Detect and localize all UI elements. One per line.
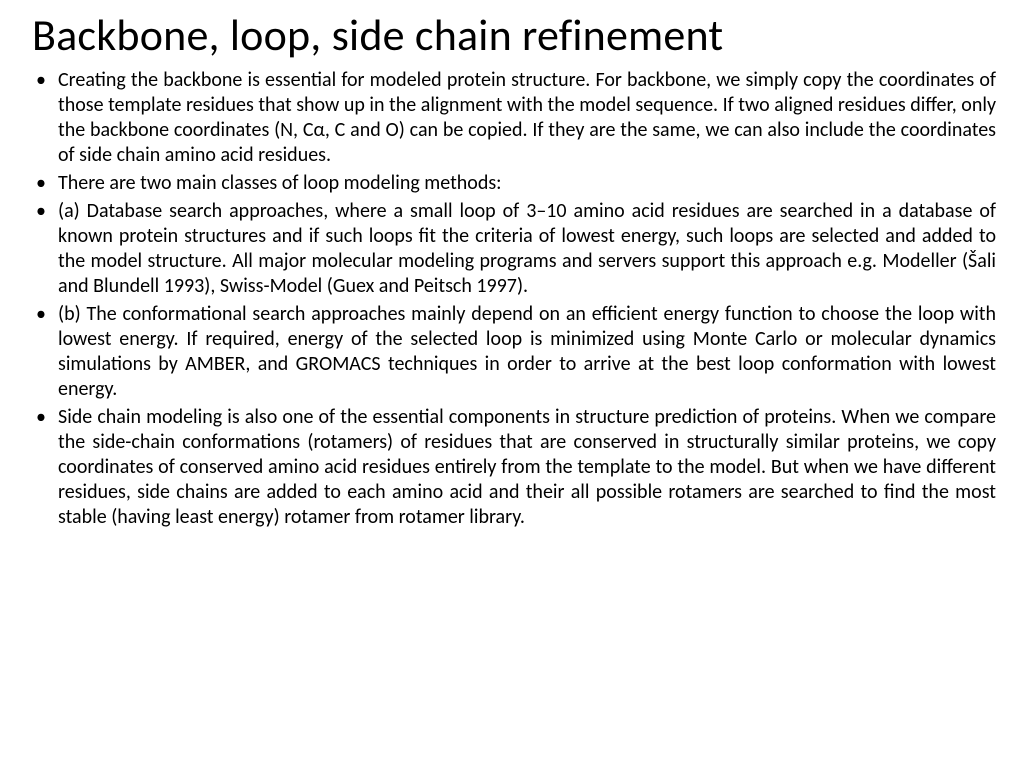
slide-container: Backbone, loop, side chain refinement Cr… [0, 0, 1024, 768]
slide-title: Backbone, loop, side chain refinement [28, 8, 996, 62]
bullet-item: (b) The conformational search approaches… [58, 302, 996, 402]
bullet-item: Side chain modeling is also one of the e… [58, 405, 996, 530]
bullet-item: Creating the backbone is essential for m… [58, 68, 996, 168]
bullet-list: Creating the backbone is essential for m… [28, 68, 996, 530]
bullet-item: There are two main classes of loop model… [58, 171, 996, 196]
bullet-item: (a) Database search approaches, where a … [58, 199, 996, 299]
